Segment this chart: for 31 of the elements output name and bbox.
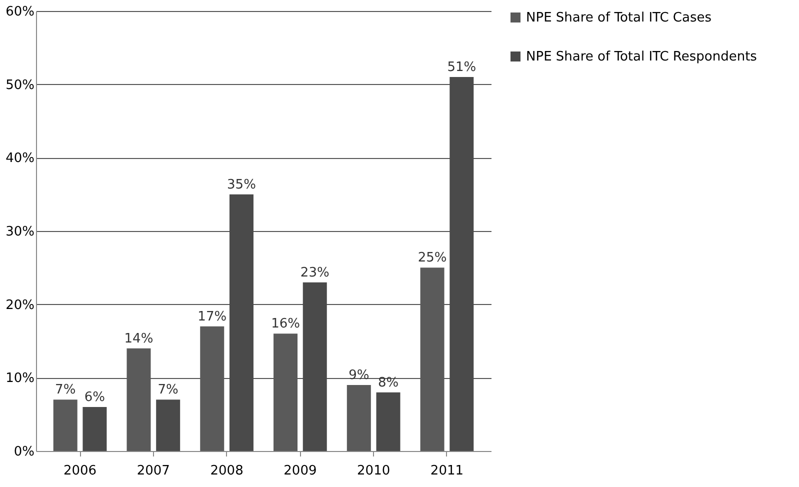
bar: [376, 392, 400, 451]
bar: [346, 385, 371, 451]
data-label: 23%: [300, 265, 330, 280]
y-tick-label: 30%: [6, 224, 34, 240]
data-label: 8%: [378, 375, 399, 390]
y-tick-label: 50%: [6, 78, 34, 93]
data-label: 7%: [158, 382, 178, 398]
x-tick-label: 2009: [284, 464, 317, 478]
y-tick-label: 20%: [6, 298, 34, 313]
legend-label: NPE Share of Total ITC Cases: [526, 10, 712, 26]
data-label: 6%: [84, 390, 106, 405]
data-label: 25%: [418, 250, 447, 266]
bar: [82, 407, 107, 451]
y-tick-label: 0%: [14, 444, 34, 460]
data-label: 14%: [124, 331, 154, 346]
data-label: 51%: [447, 60, 476, 75]
bar: [53, 400, 78, 451]
x-tick-label: 2011: [430, 464, 464, 478]
x-tick-label: 2007: [136, 464, 170, 478]
data-label: 7%: [55, 382, 76, 398]
y-tick-label: 10%: [6, 371, 34, 386]
x-tick-label: 2008: [210, 464, 244, 478]
x-tick-label: 2006: [63, 464, 97, 478]
data-label: 17%: [198, 309, 227, 324]
y-tick-label: 40%: [6, 151, 34, 166]
bar: [156, 400, 180, 451]
y-tick-label: 60%: [6, 4, 34, 20]
data-label: 35%: [227, 177, 256, 192]
legend-label: NPE Share of Total ITC Respondents: [526, 50, 758, 64]
data-label: 16%: [271, 316, 300, 332]
x-tick-label: 2010: [357, 464, 390, 478]
